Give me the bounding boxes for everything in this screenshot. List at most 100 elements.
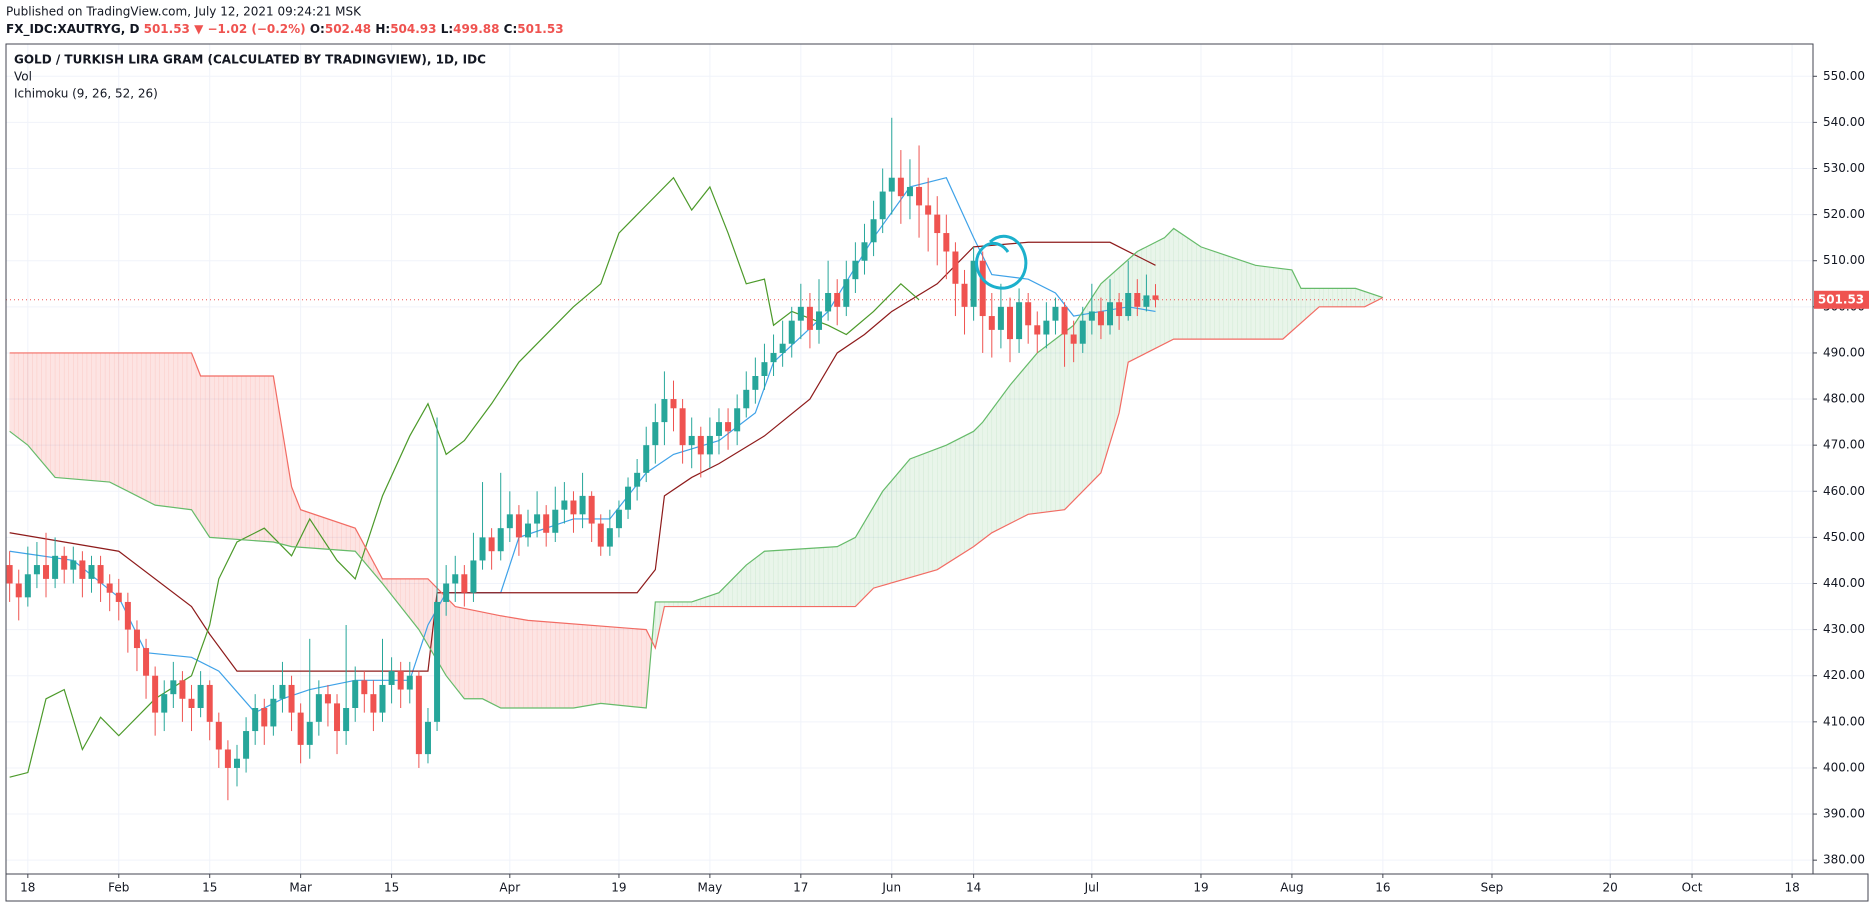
high-label: H: [375, 22, 390, 36]
cloud [405, 578, 410, 619]
candle-body [452, 574, 459, 584]
candle-body [870, 219, 877, 243]
cloud [559, 622, 565, 709]
cloud [477, 610, 483, 699]
candle-body [1116, 302, 1123, 317]
cloud [1028, 357, 1033, 515]
cloud [791, 549, 797, 607]
y-tick-label: 480.00 [1823, 392, 1865, 406]
cloud [1014, 374, 1020, 522]
cloud [741, 564, 747, 607]
cloud [837, 544, 842, 607]
x-tick-label: 17 [793, 881, 808, 895]
cloud [1350, 288, 1356, 307]
candle-body [652, 422, 659, 446]
candle-body [943, 233, 950, 252]
high-value: 504.93 [390, 22, 436, 36]
cloud [109, 352, 115, 485]
open-value: 502.48 [325, 22, 371, 36]
cloud [345, 524, 351, 552]
cloud [450, 601, 456, 688]
cloud [800, 548, 806, 607]
cloud [768, 550, 774, 607]
candle-body [679, 408, 686, 446]
cloud [1196, 243, 1202, 340]
candle-body [343, 708, 350, 732]
cloud [796, 548, 801, 607]
cloud [764, 550, 770, 607]
close-value: 501.53 [517, 22, 563, 36]
low-value: 499.88 [453, 22, 499, 36]
cloud [223, 375, 229, 539]
x-tick-label: Apr [499, 881, 520, 895]
cloud [268, 375, 274, 543]
y-tick-label: 390.00 [1823, 807, 1865, 821]
candle-body [525, 523, 532, 538]
x-tick-label: Aug [1280, 881, 1303, 895]
cloud [1159, 237, 1165, 347]
cloud [464, 608, 470, 699]
candle-body [697, 435, 704, 455]
candle-body [779, 343, 786, 353]
cloud [182, 352, 188, 510]
cloud [459, 607, 465, 700]
cloud [927, 450, 933, 573]
cloud [1205, 248, 1211, 340]
cloud [486, 612, 492, 704]
cloud [1300, 288, 1306, 324]
cloud [973, 426, 979, 547]
cloud [255, 375, 260, 542]
cloud [887, 480, 892, 585]
cloud [841, 541, 847, 607]
cloud [1305, 288, 1311, 320]
cloud [14, 352, 19, 439]
candle-body [461, 574, 468, 593]
cloud [823, 547, 829, 607]
candle-body [279, 684, 286, 699]
cloud [750, 557, 756, 607]
candle-body [706, 435, 713, 455]
cloud [873, 498, 879, 589]
candle-body [79, 560, 86, 579]
candle-body [579, 495, 586, 515]
y-tick-label: 420.00 [1823, 668, 1865, 682]
cloud [955, 438, 961, 559]
candle-body [43, 565, 50, 579]
cloud [336, 521, 342, 551]
cloud [114, 352, 119, 487]
y-tick-label: 450.00 [1823, 530, 1865, 544]
cloud [850, 537, 856, 607]
candle-body [615, 509, 622, 529]
candle-body [979, 260, 986, 317]
cloud [618, 627, 624, 706]
candle-body [252, 708, 259, 732]
y-tick-label: 430.00 [1823, 622, 1865, 636]
cloud [555, 622, 560, 709]
cloud [496, 614, 501, 709]
cloud [818, 547, 824, 607]
cloud [1009, 379, 1015, 524]
candle-body [670, 399, 677, 409]
cloud [414, 578, 420, 631]
cloud [418, 578, 424, 638]
cloud [918, 453, 924, 576]
candle-body [952, 251, 959, 284]
candle-body [806, 306, 813, 330]
candle-body [306, 721, 313, 745]
cloud [1114, 267, 1120, 428]
cloud [214, 375, 219, 539]
cloud [1278, 268, 1283, 340]
indicator-label: Vol [14, 70, 32, 84]
candle-body [1152, 295, 1159, 300]
x-tick-label: 15 [202, 881, 217, 895]
cloud [627, 628, 633, 707]
cloud [73, 352, 78, 480]
y-tick-label: 540.00 [1823, 115, 1865, 129]
candle-body [161, 694, 168, 713]
cloud [864, 513, 870, 598]
candle-body [1107, 302, 1114, 326]
cloud [1337, 288, 1343, 307]
candle-body [97, 565, 104, 584]
cloud [814, 547, 820, 607]
